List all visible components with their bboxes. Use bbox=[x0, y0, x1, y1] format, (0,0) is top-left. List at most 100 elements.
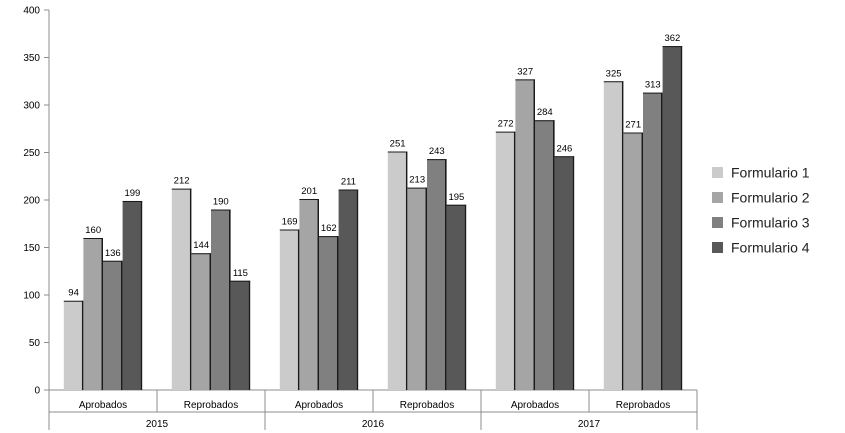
legend-label: Formulario 1 bbox=[731, 165, 810, 181]
legend-label: Formulario 4 bbox=[731, 240, 810, 256]
data-label: 313 bbox=[645, 80, 661, 91]
data-label: 162 bbox=[321, 223, 337, 234]
bar-shadow bbox=[641, 132, 643, 391]
data-label: 211 bbox=[341, 177, 356, 188]
bar bbox=[279, 229, 298, 390]
data-label: 212 bbox=[174, 176, 190, 187]
bar-shadow bbox=[356, 189, 359, 390]
legend-swatch bbox=[712, 192, 723, 203]
x-group-label: 2015 bbox=[146, 419, 169, 430]
y-tick-label: 300 bbox=[23, 101, 40, 112]
legend-label: Formulario 2 bbox=[731, 190, 810, 206]
bar bbox=[515, 79, 534, 390]
bar-shadow bbox=[121, 260, 123, 390]
bar bbox=[495, 131, 514, 390]
bar-shadow bbox=[661, 92, 663, 391]
bar bbox=[427, 159, 445, 390]
bar-shadow bbox=[337, 236, 339, 390]
bar bbox=[662, 46, 681, 390]
bar-shadow bbox=[621, 81, 624, 390]
bar bbox=[191, 253, 210, 390]
y-tick-label: 250 bbox=[23, 148, 40, 159]
legend-swatch bbox=[712, 217, 723, 228]
bar bbox=[83, 238, 102, 390]
bar-shadow bbox=[229, 209, 231, 390]
bar-shadow bbox=[297, 229, 300, 390]
bar bbox=[103, 260, 121, 390]
bar-shadow bbox=[317, 199, 319, 390]
bar bbox=[623, 132, 642, 391]
bar bbox=[171, 188, 190, 390]
x-category-label: Reprobados bbox=[616, 400, 670, 411]
data-label: 327 bbox=[517, 66, 533, 77]
bar bbox=[63, 300, 82, 390]
x-category-label: Reprobados bbox=[184, 400, 238, 411]
bar-shadow bbox=[680, 46, 683, 390]
bar-shadow bbox=[209, 253, 211, 390]
bar bbox=[554, 156, 573, 390]
bar bbox=[122, 200, 141, 390]
data-label: 325 bbox=[606, 68, 622, 79]
bar bbox=[387, 151, 406, 390]
bar-shadow bbox=[553, 120, 555, 390]
y-tick-label: 150 bbox=[23, 243, 40, 254]
y-tick-label: 200 bbox=[23, 196, 40, 207]
bar bbox=[299, 199, 318, 390]
bar bbox=[407, 187, 426, 390]
bar-shadow bbox=[513, 131, 516, 390]
data-label: 243 bbox=[429, 146, 445, 157]
bar-shadow bbox=[572, 156, 575, 390]
bar bbox=[338, 189, 357, 390]
data-label: 190 bbox=[213, 197, 229, 208]
legend-swatch bbox=[712, 242, 723, 253]
bar bbox=[319, 236, 337, 390]
x-group-label: 2017 bbox=[578, 419, 601, 430]
x-category-label: Reprobados bbox=[400, 400, 454, 411]
y-tick-label: 400 bbox=[23, 6, 40, 17]
data-label: 144 bbox=[193, 240, 209, 251]
bar bbox=[211, 209, 229, 390]
data-label: 115 bbox=[233, 268, 248, 279]
data-label: 201 bbox=[301, 186, 317, 197]
bar-shadow bbox=[405, 151, 408, 390]
x-category-label: Aprobados bbox=[511, 400, 559, 411]
data-label: 195 bbox=[448, 192, 464, 203]
y-tick-label: 0 bbox=[34, 386, 40, 397]
legend-swatch bbox=[712, 167, 723, 178]
y-tick-label: 100 bbox=[23, 291, 40, 302]
legend-label: Formulario 3 bbox=[731, 215, 810, 231]
data-label: 160 bbox=[85, 225, 101, 236]
bar bbox=[603, 81, 622, 390]
x-group-label: 2016 bbox=[362, 419, 385, 430]
x-category-label: Aprobados bbox=[79, 400, 127, 411]
data-label: 136 bbox=[105, 248, 121, 259]
bar-shadow bbox=[140, 200, 143, 390]
bar-shadow bbox=[81, 300, 84, 390]
data-label: 246 bbox=[556, 143, 572, 154]
bar-shadow bbox=[464, 204, 467, 390]
data-label: 251 bbox=[390, 139, 406, 150]
data-label: 199 bbox=[124, 188, 140, 199]
bar-shadow bbox=[533, 79, 535, 390]
data-label: 271 bbox=[625, 120, 641, 131]
y-tick-label: 50 bbox=[29, 338, 41, 349]
bar bbox=[446, 204, 465, 390]
data-label: 94 bbox=[68, 288, 79, 299]
bar-shadow bbox=[248, 280, 251, 390]
bar-shadow bbox=[189, 188, 192, 390]
bar bbox=[643, 92, 661, 391]
data-label: 284 bbox=[537, 107, 553, 118]
data-label: 213 bbox=[409, 175, 425, 186]
bar bbox=[230, 280, 249, 390]
data-label: 169 bbox=[282, 216, 298, 227]
bar-shadow bbox=[101, 238, 103, 390]
y-tick-label: 350 bbox=[23, 53, 40, 64]
data-label: 272 bbox=[498, 119, 514, 130]
x-category-label: Aprobados bbox=[295, 400, 343, 411]
bar-shadow bbox=[425, 187, 427, 390]
bar-shadow bbox=[445, 159, 447, 390]
data-label: 362 bbox=[664, 33, 680, 44]
bar bbox=[535, 120, 553, 390]
